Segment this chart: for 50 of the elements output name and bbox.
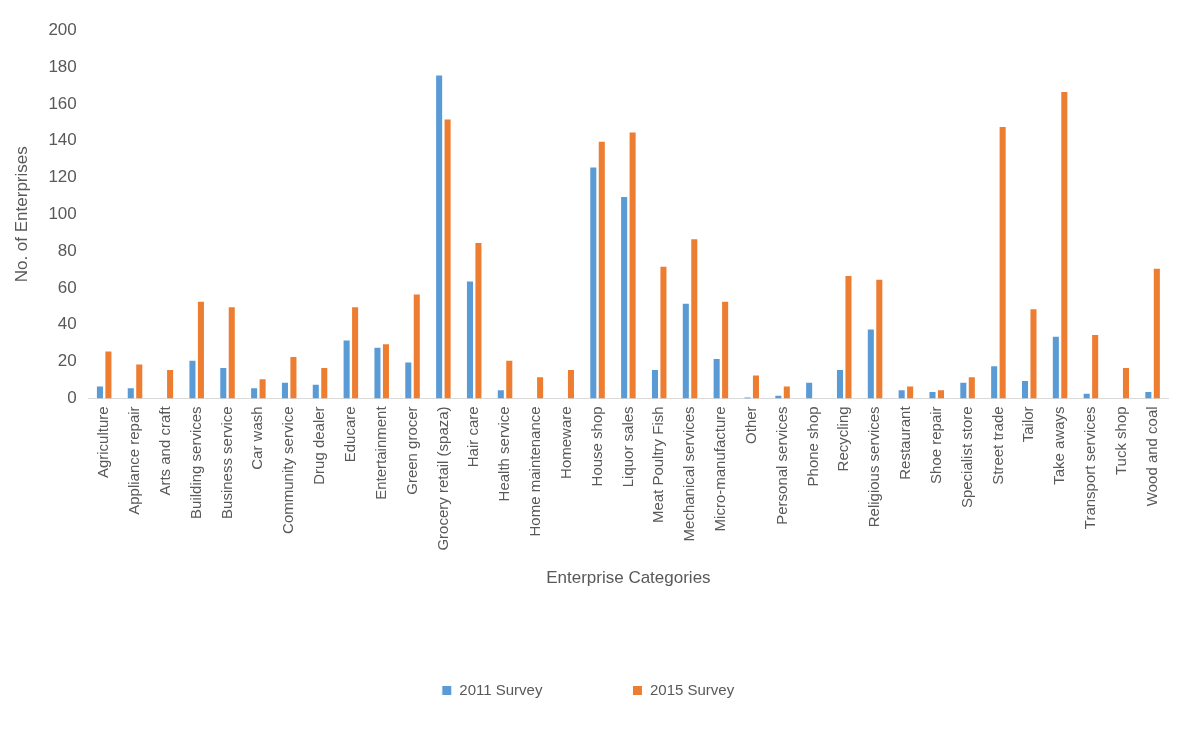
y-tick-label: 200: [48, 19, 77, 39]
x-tick-label: Micro-manufacture: [711, 406, 729, 532]
y-tick-label: 100: [48, 203, 77, 223]
x-tick-label: Take aways: [1050, 406, 1068, 485]
x-tick-label: Educare: [341, 406, 358, 463]
x-tick-label: Tailor: [1019, 406, 1037, 443]
x-tick-label: Shoe repair: [926, 406, 944, 484]
x-tick-label: Business service: [217, 406, 235, 519]
x-tick-label: Other: [741, 406, 759, 444]
y-tick-label: 60: [57, 277, 77, 297]
x-tick-label: Health service: [495, 406, 513, 502]
x-tick-label: Liquor sales: [618, 406, 636, 488]
x-tick-label: Car wash: [248, 406, 266, 470]
x-tick-label: Green grocer: [402, 406, 420, 495]
y-tick-label: 180: [48, 56, 77, 76]
x-tick-label: Specialist store: [957, 406, 975, 509]
x-tick-label: House shop: [587, 406, 605, 487]
y-tick-label: 40: [57, 314, 77, 334]
x-tick-label: Recycling: [834, 406, 852, 472]
legend-label: 2011 Survey: [459, 680, 543, 698]
legend-label: 2015 Survey: [649, 680, 735, 698]
x-tick-label: Drug dealer: [310, 406, 328, 485]
x-tick-label: Hair care: [464, 406, 482, 468]
x-tick-label: Entertainment: [371, 405, 389, 500]
x-tick-label: Arts and craft: [155, 405, 173, 496]
x-tick-label: Meat Poultry Fish: [649, 406, 667, 524]
x-tick-label: Building services: [186, 406, 204, 519]
y-tick-label: 120: [48, 167, 77, 187]
y-tick-label: 0: [67, 388, 77, 408]
x-tick-label: Restaurant: [896, 405, 914, 480]
x-tick-label: Appliance repair: [125, 406, 143, 515]
x-tick-label: Religious services: [865, 406, 883, 528]
y-tick-label: 20: [57, 351, 77, 371]
x-tick-label: Community service: [279, 406, 297, 534]
x-tick-label: Grocery retail (spaza): [433, 406, 451, 551]
y-axis-title: No. of Enterprises: [11, 146, 31, 283]
y-tick-label: 80: [57, 240, 77, 260]
y-tick-label: 160: [48, 93, 77, 113]
x-tick-label: Home maintenance: [526, 406, 544, 537]
x-tick-label: Personal services: [772, 406, 790, 525]
x-tick-label: Wood and coal: [1142, 406, 1160, 507]
x-axis-title: Enterprise Categories: [546, 568, 711, 588]
x-tick-label: Agriculture: [94, 406, 112, 479]
x-tick-label: Mechanical services: [680, 406, 698, 542]
x-tick-label: Tuck shop: [1111, 406, 1129, 476]
x-tick-label: Transport services: [1081, 406, 1099, 530]
x-tick-label: Phone shop: [803, 406, 821, 487]
x-tick-label: Homeware: [556, 406, 574, 479]
y-tick-label: 140: [48, 130, 77, 150]
x-tick-label: Street trade: [988, 406, 1006, 485]
